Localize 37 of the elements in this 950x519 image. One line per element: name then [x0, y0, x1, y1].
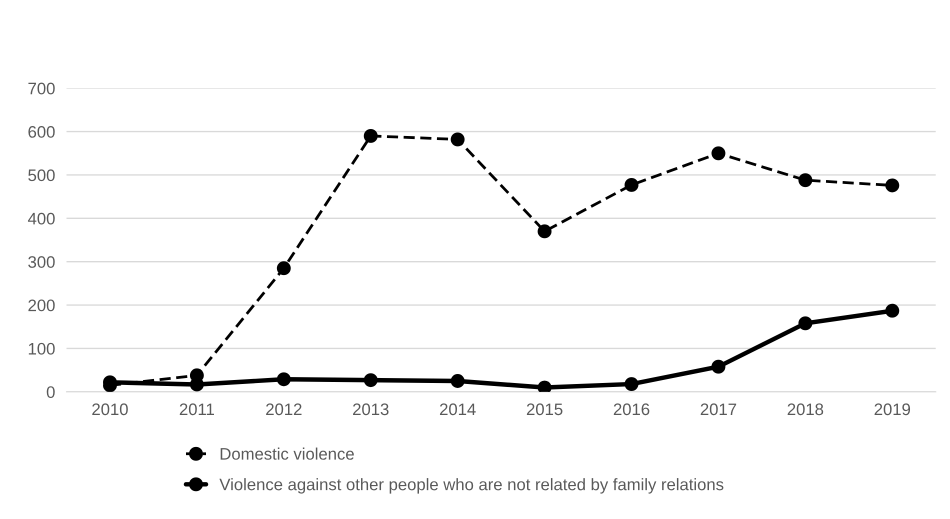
- y-tick-label: 600: [28, 126, 55, 138]
- legend-label: Domestic violence: [220, 448, 354, 460]
- point: [885, 178, 900, 192]
- point: [798, 173, 812, 188]
- point: [538, 380, 552, 392]
- x-tick-label: 2017: [700, 403, 736, 416]
- point: [364, 128, 378, 143]
- y-tick-label: 400: [28, 212, 55, 225]
- x-tick-label: 2010: [92, 403, 128, 416]
- y-tick-label: 200: [28, 300, 55, 312]
- point: [711, 360, 726, 374]
- point: [538, 224, 552, 238]
- point: [276, 261, 291, 276]
- x-tick-label: 2018: [788, 403, 824, 416]
- y-tick-label: 500: [28, 169, 55, 182]
- point: [798, 316, 812, 330]
- x-tick-label: 2016: [614, 403, 650, 416]
- legend-label: Violence against other people who are not related by family relations: [219, 478, 724, 494]
- point: [624, 377, 638, 391]
- x-tick-label: 2012: [266, 403, 302, 416]
- point: [364, 373, 378, 388]
- point: [711, 146, 726, 160]
- point: [450, 374, 465, 388]
- point: [624, 178, 638, 192]
- point: [450, 132, 465, 146]
- x-tick-label: 2013: [353, 403, 389, 416]
- y-tick-label: 700: [28, 82, 55, 94]
- x-tick-label: 2019: [874, 403, 910, 416]
- point: [885, 304, 900, 318]
- y-tick-label: 100: [28, 342, 55, 355]
- y-tick-label: 0: [46, 386, 55, 398]
- x-tick-label: 2014: [440, 403, 476, 416]
- x-tick-label: 2011: [180, 403, 214, 416]
- y-tick-label: 300: [28, 256, 55, 268]
- x-tick-label: 2015: [526, 403, 562, 416]
- point: [276, 372, 291, 386]
- point: [190, 378, 204, 392]
